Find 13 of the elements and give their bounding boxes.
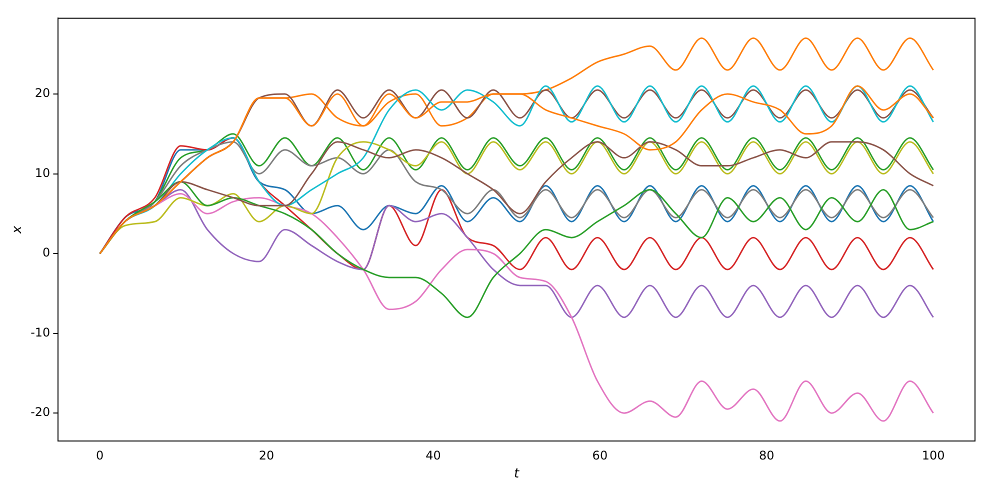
x-tick-label: 100 [922, 448, 945, 462]
y-tick-label: -10 [30, 325, 50, 340]
x-tick-label: 0 [96, 448, 104, 462]
y-tick-label: -20 [30, 405, 50, 420]
x-tick-label: 60 [592, 448, 608, 462]
y-tick-label: 0 [42, 246, 50, 260]
x-tick-label: 40 [426, 448, 441, 462]
x-tick-label: 80 [758, 448, 774, 462]
x-axis-title: t [514, 466, 520, 482]
y-tick-label: 20 [34, 86, 50, 100]
y-tick-label: 10 [34, 166, 50, 180]
y-axis-title: x [10, 225, 26, 234]
x-tick-label: 20 [258, 448, 274, 462]
